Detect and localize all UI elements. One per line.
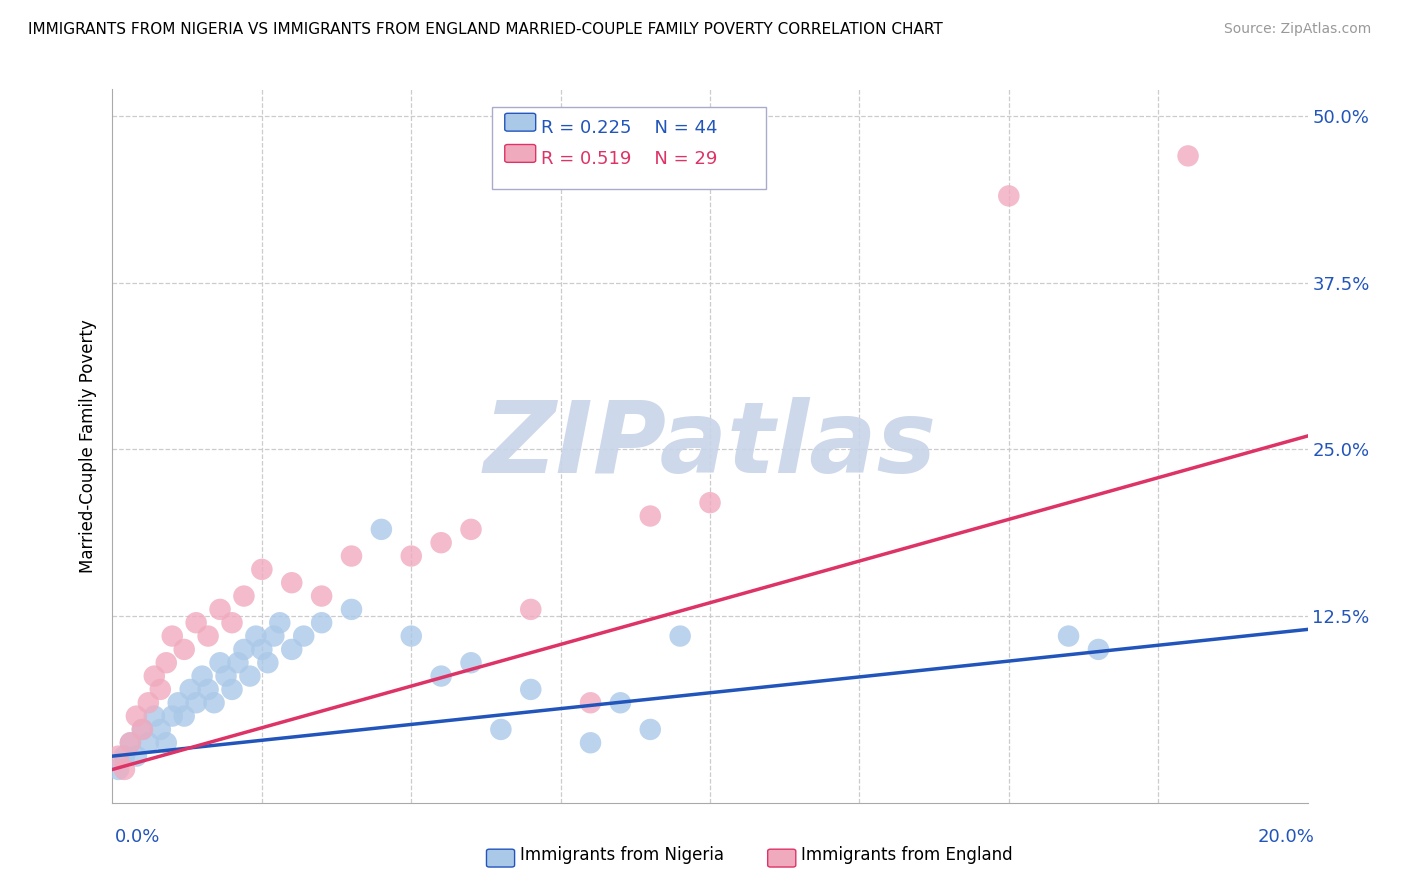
Ellipse shape <box>186 612 207 633</box>
Ellipse shape <box>1088 639 1109 660</box>
Ellipse shape <box>699 492 721 514</box>
Ellipse shape <box>191 665 212 687</box>
Ellipse shape <box>162 625 183 647</box>
Ellipse shape <box>430 665 451 687</box>
Ellipse shape <box>311 612 332 633</box>
Ellipse shape <box>401 625 422 647</box>
Text: 20.0%: 20.0% <box>1258 828 1315 846</box>
Text: ZIPatlas: ZIPatlas <box>484 398 936 494</box>
Ellipse shape <box>108 746 129 767</box>
Ellipse shape <box>173 706 195 727</box>
Text: R = 0.225    N = 44: R = 0.225 N = 44 <box>541 119 718 136</box>
Ellipse shape <box>311 585 332 607</box>
Ellipse shape <box>120 732 141 754</box>
Ellipse shape <box>173 639 195 660</box>
Ellipse shape <box>204 692 225 714</box>
Ellipse shape <box>162 706 183 727</box>
Ellipse shape <box>228 652 249 673</box>
Ellipse shape <box>233 585 254 607</box>
Ellipse shape <box>239 665 260 687</box>
Ellipse shape <box>149 719 172 740</box>
Ellipse shape <box>998 186 1019 207</box>
Ellipse shape <box>221 679 243 700</box>
Text: 0.0%: 0.0% <box>115 828 160 846</box>
Ellipse shape <box>610 692 631 714</box>
Ellipse shape <box>281 639 302 660</box>
Ellipse shape <box>640 719 661 740</box>
Ellipse shape <box>114 759 135 780</box>
Ellipse shape <box>281 572 302 593</box>
Text: IMMIGRANTS FROM NIGERIA VS IMMIGRANTS FROM ENGLAND MARRIED-COUPLE FAMILY POVERTY: IMMIGRANTS FROM NIGERIA VS IMMIGRANTS FR… <box>28 22 943 37</box>
Ellipse shape <box>430 532 451 553</box>
Ellipse shape <box>579 692 602 714</box>
Ellipse shape <box>520 679 541 700</box>
Ellipse shape <box>340 599 363 620</box>
Ellipse shape <box>460 518 482 540</box>
Ellipse shape <box>215 665 236 687</box>
Ellipse shape <box>209 652 231 673</box>
Ellipse shape <box>460 652 482 673</box>
Ellipse shape <box>125 706 148 727</box>
Ellipse shape <box>292 625 315 647</box>
Ellipse shape <box>221 612 243 633</box>
Ellipse shape <box>143 706 165 727</box>
Ellipse shape <box>132 719 153 740</box>
Ellipse shape <box>252 558 273 580</box>
Ellipse shape <box>640 506 661 527</box>
Ellipse shape <box>186 692 207 714</box>
Ellipse shape <box>120 732 141 754</box>
Ellipse shape <box>138 732 159 754</box>
Ellipse shape <box>149 679 172 700</box>
Ellipse shape <box>371 518 392 540</box>
Ellipse shape <box>180 679 201 700</box>
Ellipse shape <box>125 746 148 767</box>
Y-axis label: Married-Couple Family Poverty: Married-Couple Family Poverty <box>79 319 97 573</box>
Ellipse shape <box>269 612 291 633</box>
Text: R = 0.519    N = 29: R = 0.519 N = 29 <box>541 150 717 168</box>
Ellipse shape <box>138 692 159 714</box>
Ellipse shape <box>1057 625 1080 647</box>
Ellipse shape <box>669 625 690 647</box>
Ellipse shape <box>340 545 363 566</box>
Ellipse shape <box>263 625 284 647</box>
Ellipse shape <box>1177 145 1199 167</box>
Ellipse shape <box>209 599 231 620</box>
Ellipse shape <box>401 545 422 566</box>
Ellipse shape <box>197 625 219 647</box>
Ellipse shape <box>252 639 273 660</box>
Ellipse shape <box>245 625 267 647</box>
Text: Immigrants from Nigeria: Immigrants from Nigeria <box>520 846 724 863</box>
Ellipse shape <box>579 732 602 754</box>
Ellipse shape <box>108 759 129 780</box>
Ellipse shape <box>233 639 254 660</box>
Ellipse shape <box>491 719 512 740</box>
Ellipse shape <box>156 652 177 673</box>
Ellipse shape <box>132 719 153 740</box>
Text: Source: ZipAtlas.com: Source: ZipAtlas.com <box>1223 22 1371 37</box>
Ellipse shape <box>167 692 188 714</box>
Ellipse shape <box>143 665 165 687</box>
Ellipse shape <box>156 732 177 754</box>
Text: Immigrants from England: Immigrants from England <box>801 846 1014 863</box>
Ellipse shape <box>114 746 135 767</box>
Ellipse shape <box>257 652 278 673</box>
Ellipse shape <box>520 599 541 620</box>
Ellipse shape <box>197 679 219 700</box>
